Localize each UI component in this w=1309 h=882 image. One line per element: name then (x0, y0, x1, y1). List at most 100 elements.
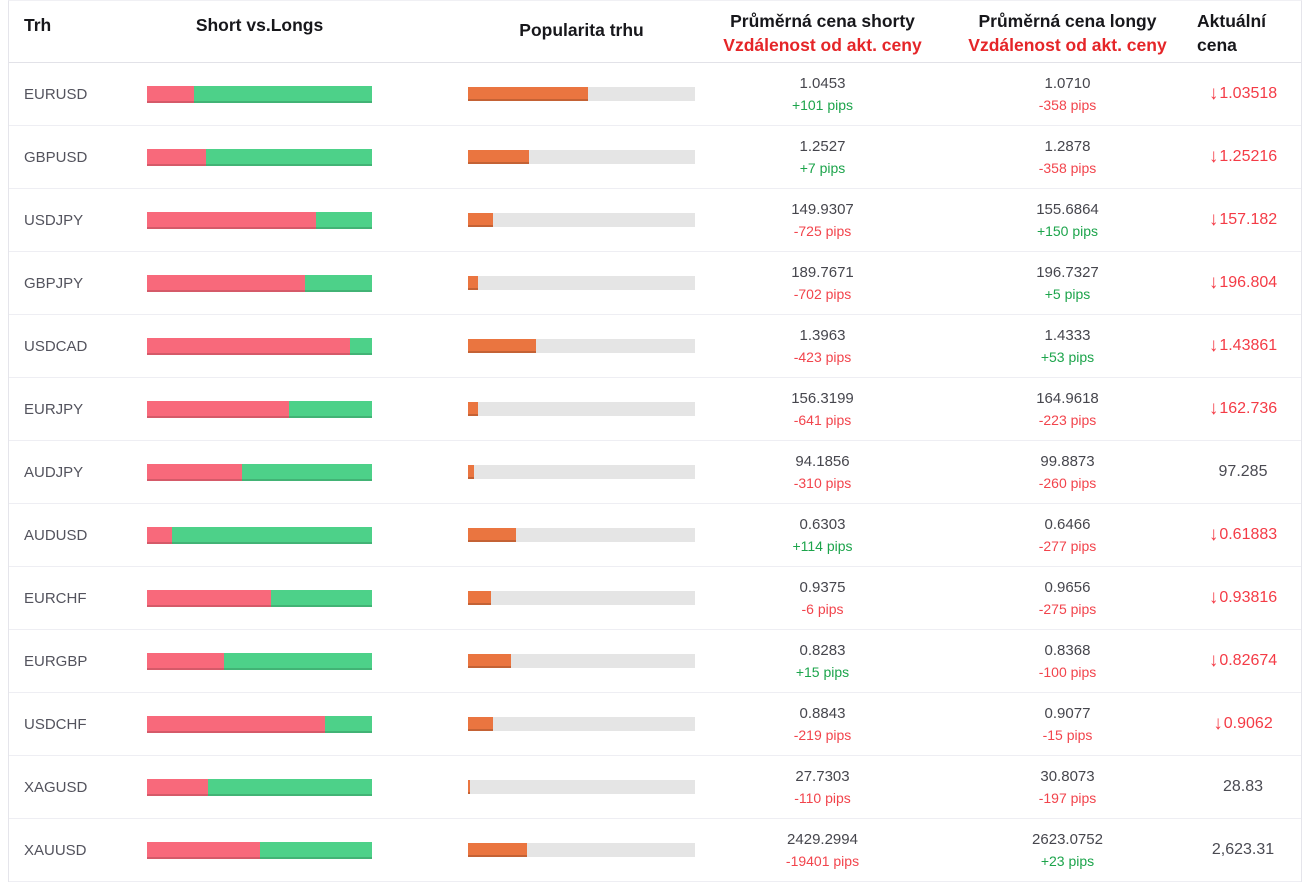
short-pips-distance: +7 pips (799, 160, 846, 176)
short-segment (147, 211, 316, 229)
short-pips-distance: -219 pips (793, 727, 852, 743)
avg-long-price: 0.9656 (1044, 579, 1091, 596)
popularity-bar (468, 87, 695, 101)
popularity-bar (468, 654, 695, 668)
popularity-bar (468, 780, 695, 794)
avg-long-price: 164.9618 (1036, 390, 1099, 407)
current-price: 157.182 (1219, 211, 1278, 228)
long-segment (207, 778, 372, 796)
short-pips-distance: -641 pips (793, 412, 852, 428)
table-row[interactable]: AUDUSD 0.6303 +114 pips 0.6466 -277 pips… (9, 504, 1301, 567)
popularity-fill (468, 150, 530, 164)
popularity-bar (468, 465, 695, 479)
current-price: 1.25216 (1219, 148, 1278, 165)
current-price-cell: ↓ 0.93816 (1185, 587, 1301, 608)
table-row[interactable]: EURJPY 156.3199 -641 pips 164.9618 -223 … (9, 378, 1301, 441)
popularity-fill (468, 465, 474, 479)
short-segment (147, 274, 305, 292)
current-price: 1.43861 (1219, 337, 1278, 354)
avg-long-price: 0.6466 (1044, 516, 1091, 533)
long-segment (315, 211, 372, 229)
short-vs-long-bar (147, 337, 372, 355)
popularity-fill (468, 717, 493, 731)
popularity-fill (468, 654, 512, 668)
table-header: Trh Short vs.Longs Popularita trhu Průmě… (9, 1, 1301, 63)
long-pips-distance: +150 pips (1036, 223, 1099, 239)
header-market: Trh (24, 15, 52, 35)
table-row[interactable]: EURCHF 0.9375 -6 pips 0.9656 -275 pips ↓… (9, 567, 1301, 630)
market-label: AUDJPY (24, 463, 84, 481)
short-vs-long-bar (147, 652, 372, 670)
header-short-vs-longs: Short vs.Longs (195, 15, 324, 35)
current-price: 0.9062 (1223, 715, 1273, 732)
avg-short-price: 189.7671 (791, 264, 854, 281)
avg-long-price: 155.6864 (1036, 201, 1099, 218)
market-label: EURUSD (24, 85, 88, 103)
table-row[interactable]: EURGBP 0.8283 +15 pips 0.8368 -100 pips … (9, 630, 1301, 693)
down-arrow-icon: ↓ (1208, 335, 1219, 356)
short-pips-distance: -19401 pips (785, 853, 860, 869)
long-pips-distance: -275 pips (1038, 601, 1097, 617)
short-pips-distance: +15 pips (795, 664, 850, 680)
table-row[interactable]: XAGUSD 27.7303 -110 pips 30.8073 -197 pi… (9, 756, 1301, 819)
table-row[interactable]: AUDJPY 94.1856 -310 pips 99.8873 -260 pi… (9, 441, 1301, 504)
market-label: USDCAD (24, 337, 88, 355)
down-arrow-icon: ↓ (1208, 398, 1219, 419)
current-price-cell: ↓ 162.736 (1185, 398, 1301, 419)
avg-short-price: 94.1856 (795, 453, 850, 470)
popularity-bar (468, 150, 695, 164)
down-arrow-icon: ↓ (1213, 713, 1223, 734)
avg-long-price: 1.4333 (1044, 327, 1091, 344)
table-row[interactable]: GBPJPY 189.7671 -702 pips 196.7327 +5 pi… (9, 252, 1301, 315)
avg-long-price: 30.8073 (1040, 768, 1095, 785)
popularity-fill (468, 276, 479, 290)
long-segment (194, 85, 372, 103)
short-vs-long-bar (147, 400, 372, 418)
popularity-fill (468, 780, 471, 794)
header-avg-long-line1: Průměrná cena longy (978, 11, 1157, 31)
current-price-cell: ↓ 196.804 (1185, 272, 1301, 293)
table-row[interactable]: USDJPY 149.9307 -725 pips 155.6864 +150 … (9, 189, 1301, 252)
avg-long-price: 1.0710 (1044, 75, 1091, 92)
short-segment (147, 778, 208, 796)
short-segment (147, 463, 242, 481)
popularity-bar (468, 591, 695, 605)
avg-short-price: 0.8843 (799, 705, 846, 722)
avg-long-price: 99.8873 (1040, 453, 1095, 470)
current-price-cell: ↓ 0.9062 (1185, 713, 1301, 734)
down-arrow-icon: ↓ (1208, 650, 1219, 671)
current-price-cell: 28.83 (1185, 778, 1301, 796)
down-arrow-icon: ↓ (1208, 83, 1219, 104)
long-pips-distance: -197 pips (1038, 790, 1097, 806)
short-segment (147, 400, 289, 418)
short-vs-long-bar (147, 715, 372, 733)
popularity-fill (468, 213, 493, 227)
popularity-bar (468, 717, 695, 731)
table-row[interactable]: EURUSD 1.0453 +101 pips 1.0710 -358 pips… (9, 63, 1301, 126)
popularity-bar (468, 402, 695, 416)
short-vs-long-bar (147, 589, 372, 607)
avg-short-price: 1.2527 (799, 138, 846, 155)
short-segment (147, 841, 260, 859)
table-row[interactable]: GBPUSD 1.2527 +7 pips 1.2878 -358 pips ↓… (9, 126, 1301, 189)
popularity-bar (468, 528, 695, 542)
table-row[interactable]: USDCHF 0.8843 -219 pips 0.9077 -15 pips … (9, 693, 1301, 756)
avg-long-price: 196.7327 (1036, 264, 1099, 281)
short-segment (147, 652, 224, 670)
short-vs-long-bar (147, 274, 372, 292)
short-pips-distance: -725 pips (793, 223, 852, 239)
table-row[interactable]: USDCAD 1.3963 -423 pips 1.4333 +53 pips … (9, 315, 1301, 378)
short-segment (147, 526, 172, 544)
current-price-cell: ↓ 1.43861 (1185, 335, 1301, 356)
header-current-line2: cena (1197, 35, 1237, 55)
avg-short-price: 0.8283 (799, 642, 846, 659)
table-row[interactable]: XAUUSD 2429.2994 -19401 pips 2623.0752 +… (9, 819, 1301, 882)
long-pips-distance: -358 pips (1038, 160, 1097, 176)
down-arrow-icon: ↓ (1208, 587, 1219, 608)
long-pips-distance: +5 pips (1044, 286, 1091, 302)
popularity-bar (468, 276, 695, 290)
short-segment (147, 715, 325, 733)
current-price-cell: ↓ 1.25216 (1185, 147, 1301, 166)
down-arrow-icon: ↓ (1208, 272, 1219, 293)
long-segment (349, 337, 372, 355)
